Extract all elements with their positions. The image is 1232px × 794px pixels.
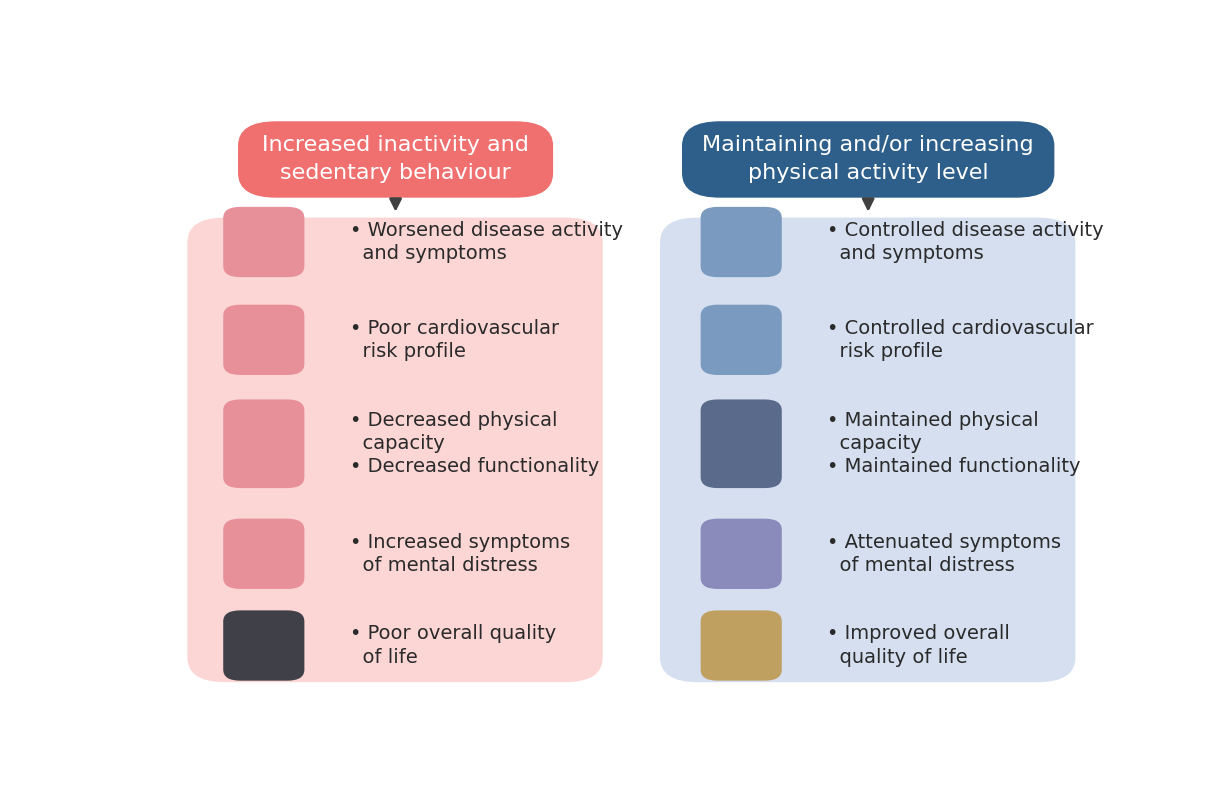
Text: quality of life: quality of life <box>827 648 968 667</box>
Text: • Controlled disease activity: • Controlled disease activity <box>827 221 1104 240</box>
Text: risk profile: risk profile <box>350 342 466 361</box>
FancyBboxPatch shape <box>223 305 304 375</box>
Text: • Poor overall quality: • Poor overall quality <box>350 624 556 643</box>
FancyBboxPatch shape <box>223 399 304 488</box>
Text: • Decreased physical: • Decreased physical <box>350 411 557 430</box>
Text: • Improved overall: • Improved overall <box>827 624 1010 643</box>
FancyBboxPatch shape <box>683 121 1055 198</box>
FancyBboxPatch shape <box>701 399 782 488</box>
Text: • Maintained functionality: • Maintained functionality <box>827 457 1080 476</box>
Text: of mental distress: of mental distress <box>350 556 537 575</box>
FancyBboxPatch shape <box>660 218 1076 682</box>
Text: capacity: capacity <box>827 434 922 453</box>
Text: • Poor cardiovascular: • Poor cardiovascular <box>350 318 559 337</box>
FancyBboxPatch shape <box>701 518 782 589</box>
FancyBboxPatch shape <box>701 305 782 375</box>
FancyBboxPatch shape <box>223 518 304 589</box>
FancyBboxPatch shape <box>238 121 553 198</box>
Text: • Attenuated symptoms: • Attenuated symptoms <box>827 533 1061 552</box>
Text: capacity: capacity <box>350 434 445 453</box>
Text: • Decreased functionality: • Decreased functionality <box>350 457 599 476</box>
Text: Maintaining and/or increasing
physical activity level: Maintaining and/or increasing physical a… <box>702 136 1034 183</box>
Text: and symptoms: and symptoms <box>350 244 506 263</box>
Text: • Increased symptoms: • Increased symptoms <box>350 533 570 552</box>
FancyBboxPatch shape <box>701 207 782 277</box>
Text: • Maintained physical: • Maintained physical <box>827 411 1039 430</box>
FancyBboxPatch shape <box>187 218 602 682</box>
Text: • Worsened disease activity: • Worsened disease activity <box>350 221 622 240</box>
Text: • Controlled cardiovascular: • Controlled cardiovascular <box>827 318 1094 337</box>
Text: Increased inactivity and
sedentary behaviour: Increased inactivity and sedentary behav… <box>262 136 529 183</box>
Text: of life: of life <box>350 648 418 667</box>
Text: and symptoms: and symptoms <box>827 244 984 263</box>
Text: risk profile: risk profile <box>827 342 942 361</box>
FancyBboxPatch shape <box>701 611 782 680</box>
FancyBboxPatch shape <box>223 611 304 680</box>
Text: of mental distress: of mental distress <box>827 556 1015 575</box>
FancyBboxPatch shape <box>223 207 304 277</box>
